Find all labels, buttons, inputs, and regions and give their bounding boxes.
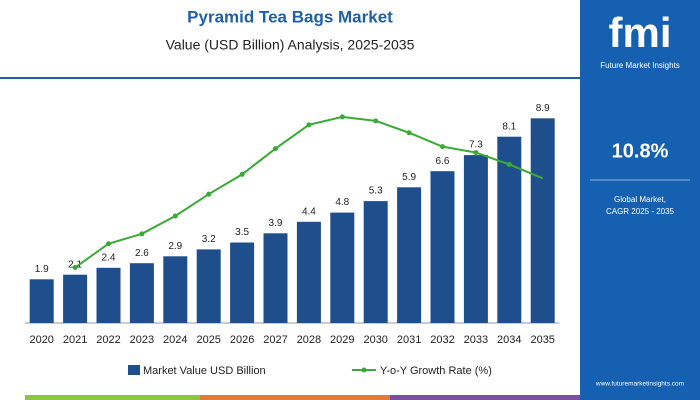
- line-point: [440, 144, 445, 150]
- data-label: 2.1: [68, 259, 82, 270]
- chart-title: Pyramid Tea Bags Market: [187, 7, 393, 26]
- x-tick-label: 2033: [464, 334, 488, 346]
- bar: [296, 221, 321, 323]
- line-point: [206, 191, 212, 197]
- data-label: 7.3: [469, 140, 483, 151]
- bar: [363, 201, 388, 323]
- data-label: 3.9: [269, 218, 283, 229]
- bar: [96, 267, 121, 323]
- chart-subtitle: Value (USD Billion) Analysis, 2025-2035: [166, 37, 415, 53]
- bar: [430, 171, 455, 323]
- x-tick-label: 2031: [397, 334, 421, 346]
- x-tick-label: 2032: [430, 334, 454, 346]
- data-label: 3.5: [235, 227, 249, 238]
- data-label: 8.9: [536, 103, 550, 114]
- bar: [463, 155, 488, 323]
- data-label: 2.6: [135, 248, 149, 259]
- stripe: [200, 395, 390, 400]
- data-label: 5.9: [402, 172, 416, 183]
- x-tick-label: 2023: [130, 334, 154, 346]
- bar: [330, 212, 355, 323]
- line-point: [506, 161, 512, 167]
- x-tick-label: 2025: [196, 334, 220, 346]
- data-label: 6.6: [436, 156, 450, 167]
- line-point: [172, 213, 178, 219]
- x-tick-label: 2022: [96, 334, 120, 346]
- data-label: 2.9: [168, 241, 182, 252]
- bar: [63, 274, 88, 323]
- brand-logo: fmi: [609, 9, 672, 56]
- bar: [196, 249, 221, 323]
- legend-label: Market Value USD Billion: [143, 365, 266, 377]
- brand-url: www.futuremarketinsights.com: [595, 381, 684, 388]
- brand-panel: [580, 0, 700, 400]
- cagr-value: 10.8%: [612, 140, 669, 162]
- x-tick-label: 2021: [63, 334, 87, 346]
- x-tick-label: 2029: [330, 334, 354, 346]
- line-point: [273, 146, 278, 152]
- data-label: 1.9: [35, 264, 49, 275]
- line-point: [373, 118, 379, 124]
- data-label: 8.1: [502, 121, 516, 132]
- bar: [163, 256, 188, 323]
- bar: [129, 263, 154, 323]
- bar: [397, 187, 422, 323]
- stripe: [390, 395, 580, 400]
- x-tick-label: 2027: [263, 334, 287, 346]
- line-point: [106, 241, 111, 247]
- cagr-label: CAGR 2025 - 2035: [606, 207, 675, 216]
- x-tick-label: 2030: [363, 334, 387, 346]
- line-point: [339, 114, 345, 120]
- bar: [263, 233, 288, 323]
- line-point: [473, 150, 479, 156]
- line-point: [139, 231, 145, 237]
- legend-swatch: [128, 365, 140, 375]
- bar: [230, 242, 255, 323]
- bar: [530, 118, 555, 323]
- stripe: [25, 395, 200, 400]
- data-label: 4.4: [302, 206, 316, 217]
- cagr-label: Global Market,: [614, 195, 666, 204]
- data-label: 3.2: [202, 234, 216, 245]
- legend-swatch: [361, 367, 367, 373]
- brand-name: Future Market Insights: [600, 61, 680, 70]
- legend-label: Y-o-Y Growth Rate (%): [380, 365, 492, 377]
- x-tick-label: 2024: [163, 334, 187, 346]
- line-point: [406, 130, 412, 136]
- line-point: [306, 122, 312, 128]
- bar: [29, 279, 54, 323]
- data-label: 4.8: [335, 197, 349, 208]
- x-tick-label: 2028: [297, 334, 321, 346]
- x-tick-label: 2026: [230, 334, 254, 346]
- x-tick-label: 2035: [530, 334, 554, 346]
- data-label: 2.4: [102, 252, 116, 263]
- line-point: [72, 265, 78, 271]
- line-point: [239, 171, 245, 177]
- data-label: 5.3: [369, 186, 383, 197]
- x-tick-label: 2034: [497, 334, 521, 346]
- x-tick-label: 2020: [29, 334, 53, 346]
